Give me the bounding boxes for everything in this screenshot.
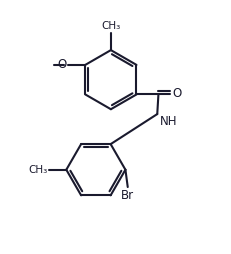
Text: O: O (58, 58, 67, 71)
Text: Br: Br (121, 189, 134, 202)
Text: CH₃: CH₃ (29, 165, 48, 175)
Text: CH₃: CH₃ (101, 21, 121, 31)
Text: O: O (172, 87, 182, 100)
Text: NH: NH (160, 115, 177, 128)
